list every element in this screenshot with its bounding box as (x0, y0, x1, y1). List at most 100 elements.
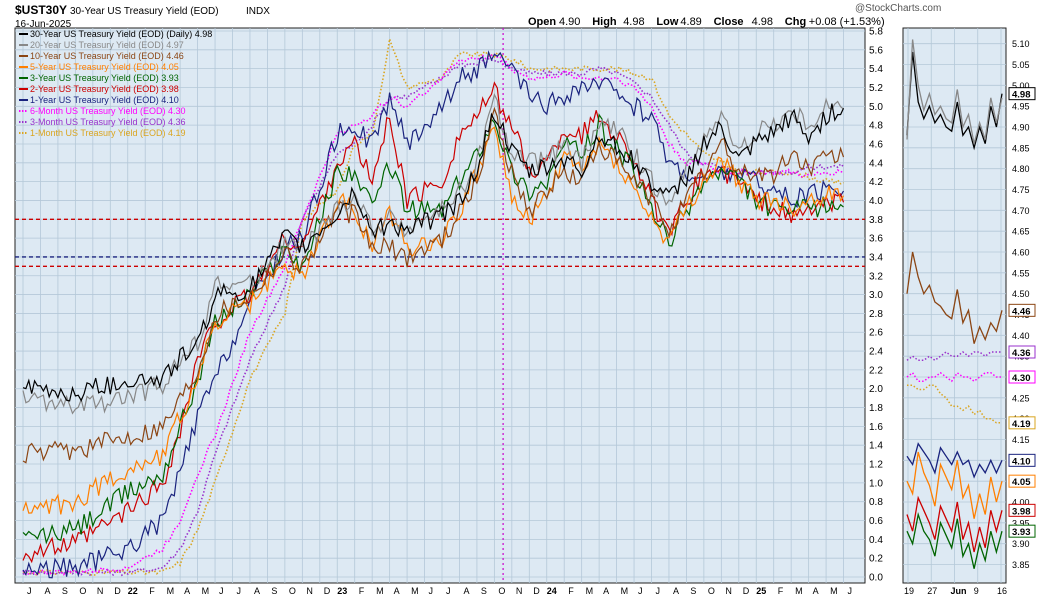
x-tick-label: D (743, 586, 750, 596)
value-badge (1008, 370, 1036, 384)
zoom-series (906, 39, 1003, 569)
legend-entry: 2-Year US Treasury Yield (EOD) 3.98 (30, 84, 179, 94)
ohlc-label: Chg (785, 16, 806, 28)
x-tick-label: J (429, 586, 434, 596)
main-series (22, 38, 845, 579)
legend: 30-Year US Treasury Yield (EOD) (Daily) … (19, 29, 212, 138)
y-tick-label: 2.8 (869, 309, 883, 320)
x-tick-label: M (830, 586, 838, 596)
y-tick-label: 2.0 (869, 384, 883, 395)
zoom-y-tick-label: 4.65 (1012, 227, 1030, 237)
y-tick-label: 3.8 (869, 215, 883, 226)
zoom-y-tick-label: 5.05 (1012, 60, 1030, 70)
watermark: @StockCharts.com (855, 3, 941, 14)
x-tick-label: F (568, 586, 574, 596)
legend-entry: 1-Month US Treasury Yield (EOD) 4.19 (30, 128, 186, 138)
value-badge-label: 4.10 (1012, 456, 1031, 467)
main-y-axis: 5.8 5.6 5.4 5.2 5.0 4.8 4.6 4.4 4.2 4.0 3.8 3.6 3.4 3… (869, 27, 883, 584)
value-badge (1008, 524, 1036, 538)
x-tick-label: N (306, 586, 313, 596)
legend-entry: 1-Year US Treasury Yield (EOD) 4.10 (30, 95, 179, 105)
ohlc-value: 4.98 (752, 16, 773, 28)
x-tick-label: J (446, 586, 451, 596)
x-tick-label: O (708, 586, 715, 596)
zoom-series-line (906, 351, 1002, 362)
series-line (22, 50, 845, 579)
value-badge-label: 4.98 (1012, 90, 1031, 101)
x-tick-label: S (481, 586, 487, 596)
zoom-y-tick-label: 4.40 (1012, 331, 1030, 341)
x-tick-label: M (621, 586, 629, 596)
zoom-y-tick-label: 5.10 (1012, 39, 1030, 49)
description-label: 30-Year US Treasury Yield (EOD) (70, 6, 219, 17)
zoom-y-tick-label: 4.60 (1012, 248, 1030, 258)
x-tick-label: M (376, 586, 384, 596)
x-tick-label: O (289, 586, 296, 596)
x-tick-label: N (97, 586, 104, 596)
series-line (22, 38, 844, 576)
y-tick-label: 1.2 (869, 460, 883, 471)
x-tick-label: F (359, 586, 365, 596)
x-tick-label: A (463, 586, 469, 596)
x-tick-label: A (813, 586, 819, 596)
zoom-x-tick-label: 19 (904, 586, 914, 596)
zoom-value-badges: 4.98 4.46 4.36 4.30 4.19 4.10 4.05 3.98 3.93 (1008, 87, 1036, 538)
x-tick-label: J (848, 586, 853, 596)
zoom-series-line (906, 451, 1003, 519)
x-tick-label: S (271, 586, 277, 596)
zoom-series-line (906, 442, 1003, 479)
x-tick-label: M (202, 586, 210, 596)
zoom-y-tick-label: 4.25 (1012, 393, 1030, 403)
y-tick-label: 2.2 (869, 365, 883, 376)
ohlc-label: Close (714, 16, 744, 28)
zoom-y-tick-label: 4.55 (1012, 268, 1030, 278)
y-tick-label: 5.0 (869, 102, 883, 113)
y-tick-label: 2.6 (869, 328, 883, 339)
value-badge (1008, 303, 1036, 317)
x-tick-label: A (254, 586, 260, 596)
ohlc-value: +0.08 (+1.53%) (809, 16, 885, 28)
ohlc-label: Low (656, 16, 678, 28)
y-tick-label: 2.4 (869, 347, 883, 358)
y-tick-label: 4.0 (869, 196, 883, 207)
symbol-label: $UST30Y (15, 3, 67, 17)
x-tick-label: F (778, 586, 784, 596)
series-line (22, 106, 845, 464)
zoom-x-tick-label: 27 (927, 586, 937, 596)
x-tick-label: M (795, 586, 803, 596)
x-tick-label: N (725, 586, 732, 596)
value-badge (1008, 453, 1036, 467)
x-tick-label: O (498, 586, 505, 596)
x-tick-label: J (638, 586, 643, 596)
series-line (22, 53, 844, 576)
zoom-series-line (906, 495, 1003, 553)
zoom-y-tick-label: 4.15 (1012, 435, 1030, 445)
y-tick-label: 3.0 (869, 290, 883, 301)
y-tick-label: 3.2 (869, 271, 883, 282)
x-tick-label: M (411, 586, 419, 596)
exchange-label: INDX (246, 6, 270, 17)
x-tick-label: J (219, 586, 224, 596)
x-tick-label: D (533, 586, 540, 596)
zoom-x-tick-label: Jun (951, 586, 967, 596)
y-tick-label: 1.0 (869, 478, 883, 489)
zoom-x-axis: 19 27 Jun 9 16 (904, 586, 1007, 596)
zoom-series-line (906, 251, 1003, 344)
y-tick-label: 4.4 (869, 158, 883, 169)
x-tick-label: S (62, 586, 68, 596)
zoom-gridlines (903, 28, 1006, 583)
value-badge-label: 4.46 (1012, 306, 1031, 317)
x-tick-label: S (690, 586, 696, 596)
y-tick-label: 0.8 (869, 497, 883, 508)
ohlc-value: 4.89 (680, 16, 701, 28)
zoom-y-tick-label: 4.80 (1012, 164, 1030, 174)
series-line (22, 103, 845, 402)
y-tick-label: 4.6 (869, 139, 883, 150)
x-tick-label: J (27, 586, 32, 596)
series-line (22, 126, 845, 515)
y-tick-label: 0.4 (869, 535, 883, 546)
ohlc-readout: Open 4.90 High 4.98 Low 4.89 Close 4.98 Chg +0.08… (528, 16, 885, 28)
zoom-x-tick-label: 9 (974, 586, 979, 596)
x-tick-label: A (394, 586, 400, 596)
